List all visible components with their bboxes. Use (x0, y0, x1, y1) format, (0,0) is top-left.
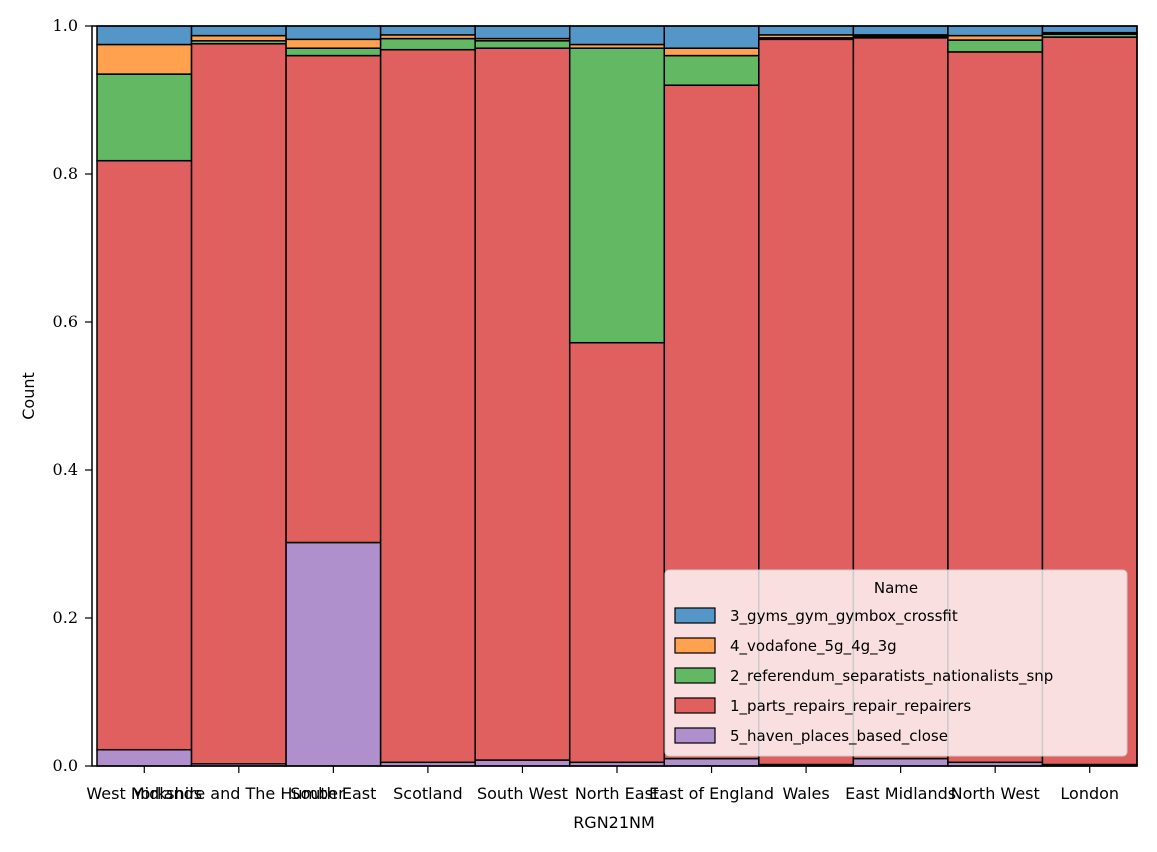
y-tick-label: 0.4 (53, 460, 78, 479)
x-tick-label: East of England (649, 784, 774, 803)
bar-segment (663, 757, 760, 767)
bar-segment (663, 47, 760, 57)
legend: Name 3_gyms_gym_gymbox_crossfit 4_vodafon… (664, 569, 1128, 757)
x-tick-label: West Midlands (86, 784, 202, 803)
x-tick-label: North East (575, 784, 659, 803)
y-axis-title: Count (19, 372, 38, 420)
bar-segment (96, 159, 193, 751)
y-tick-label: 0.2 (53, 608, 78, 627)
bar-segment (285, 25, 382, 41)
bar-segment (474, 47, 571, 761)
bar-segment (474, 759, 571, 767)
bar-segment (96, 43, 193, 75)
x-tick-label: North West (951, 784, 1040, 803)
legend-swatch (674, 727, 716, 744)
bar-segment (379, 37, 476, 51)
legend-swatch (674, 697, 716, 714)
bar-segment (96, 73, 193, 162)
legend-label: 4_vodafone_5g_4g_3g (730, 637, 897, 656)
y-tick-label: 0.0 (53, 756, 78, 775)
bar-segment (285, 54, 382, 544)
bar-segment (285, 47, 382, 57)
legend-label: 1_parts_repairs_repair_repairers (730, 697, 971, 716)
bar-segment (190, 34, 287, 42)
y-axis: 0.0 0.2 0.4 0.6 0.8 1.0 (53, 16, 92, 775)
bar-segment (947, 25, 1044, 37)
bar-segment (285, 541, 382, 767)
bar-segment (947, 39, 1044, 53)
x-tick-label: Yorkshire and The Humber (132, 784, 345, 803)
bar-segment (663, 54, 760, 86)
bar-segment (190, 25, 287, 37)
bar-segment (474, 25, 571, 40)
x-tick-label: Scotland (393, 784, 463, 803)
x-tick-label: East Midlands (845, 784, 956, 803)
bar-segment (1041, 25, 1138, 34)
bars-group (96, 25, 1138, 767)
x-tick-label: South West (477, 784, 568, 803)
bar-segment (285, 38, 382, 49)
legend-label: 3_gyms_gym_gymbox_crossfit (730, 607, 958, 626)
legend-swatch (674, 607, 716, 624)
legend-box (664, 569, 1128, 757)
x-axis-title: RGN21NM (573, 813, 655, 832)
bar-segment (758, 25, 855, 36)
legend-label: 2_referendum_separatists_nationalists_sn… (730, 667, 1053, 686)
bar-segment (852, 757, 949, 767)
legend-title: Name (874, 579, 918, 597)
bar-segment (663, 25, 760, 49)
y-tick-label: 0.6 (53, 312, 78, 331)
bar-segment (96, 25, 193, 46)
bar-segment (568, 25, 666, 46)
legend-label: 5_haven_places_based_close (730, 727, 948, 746)
bar-segment (568, 47, 666, 344)
y-tick-label: 0.8 (53, 164, 78, 183)
legend-swatch (674, 637, 716, 654)
x-tick-label: Wales (782, 784, 829, 803)
bar-segment (379, 48, 476, 764)
bar-segment (190, 43, 287, 765)
bar-segment (379, 25, 476, 36)
plot-frame (91, 25, 1138, 767)
x-tick-label: South East (290, 784, 376, 803)
bar-segment (96, 748, 193, 767)
bar-segment (474, 40, 571, 49)
legend-items: 3_gyms_gym_gymbox_crossfit 4_vodafone_5g_… (674, 607, 1053, 746)
legend-swatch (674, 667, 716, 684)
bar-segment (852, 25, 949, 36)
x-tick-label: London (1060, 784, 1119, 803)
y-tick-label: 1.0 (53, 16, 78, 35)
bar-segment (568, 341, 666, 764)
